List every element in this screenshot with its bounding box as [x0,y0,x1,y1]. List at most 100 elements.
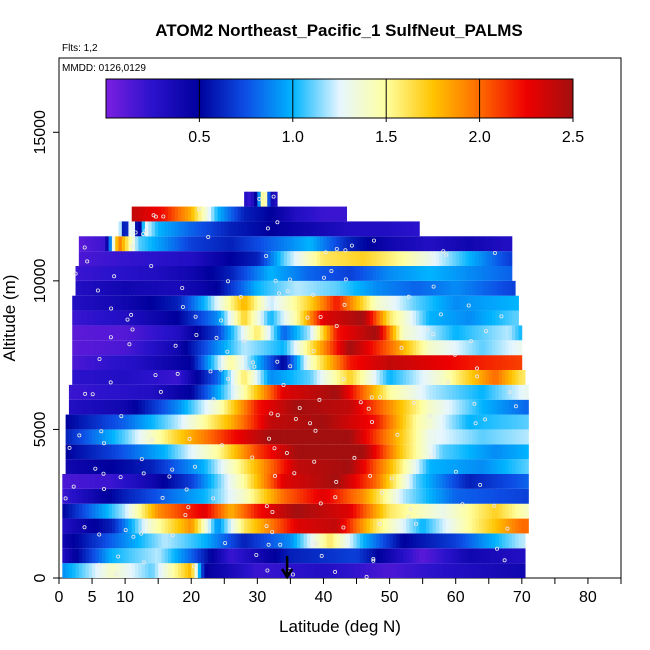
heatmap-cell [409,563,414,578]
heatmap-cell [402,370,407,385]
heatmap-cell [343,399,348,415]
heatmap-cell [197,280,202,296]
heatmap-cell [178,370,182,385]
heatmap-cell [459,295,463,311]
heatmap-cell [178,280,182,296]
heatmap-cell [230,548,235,564]
heatmap-cell [220,280,225,296]
heatmap-cell [363,310,367,326]
heatmap-cell [303,370,308,385]
heatmap-cell [422,310,427,326]
heatmap-cell [333,295,338,311]
heatmap-cell [521,488,526,504]
sample-point [116,554,121,559]
heatmap-cell [148,444,152,460]
sample-point [318,501,323,506]
heatmap-cell [178,414,182,430]
heatmap-cell [382,548,387,564]
heatmap-cell [488,310,493,326]
heatmap-cell [211,355,215,370]
heatmap-cell [323,459,328,474]
heatmap-cell [234,221,238,237]
heatmap-cell [214,503,219,519]
heatmap-cell [270,474,275,489]
heatmap-cell [144,533,149,549]
heatmap-cell [154,563,159,578]
sample-point [334,479,339,484]
heatmap-cell [230,295,235,311]
heatmap-cell [95,280,100,296]
heatmap-cell [465,459,470,474]
heatmap-cell [164,474,169,489]
heatmap-cell [343,280,348,296]
heatmap-cell [75,295,80,311]
heatmap-cell [505,384,509,400]
heatmap-cell [230,384,235,400]
heatmap-cell [250,191,255,207]
heatmap-cell [197,459,202,474]
sample-point [83,391,88,396]
heatmap-cell [343,444,348,460]
heatmap-cell [475,310,480,326]
heatmap-cell [273,236,278,252]
heatmap-cell [237,310,242,326]
heatmap-cell [449,340,453,356]
heatmap-cell [263,340,268,356]
sample-point [441,249,446,254]
heatmap-cell [416,563,420,578]
heatmap-cell [511,340,516,356]
heatmap-cell [88,280,93,296]
heatmap-cell [135,340,139,356]
heatmap-cell [320,503,324,519]
heatmap-cell [115,488,119,504]
heatmap-cell [449,488,453,504]
heatmap-cell [323,384,328,400]
sample-point [313,541,318,546]
heatmap-cell [287,384,291,400]
sample-point [184,487,189,492]
heatmap-cell [488,429,493,445]
heatmap-cell [392,488,397,504]
heatmap-cell [287,206,291,222]
heatmap-cell [128,548,133,564]
heatmap-cell [227,444,232,460]
heatmap-cell [485,503,490,519]
heatmap-cell [148,414,152,430]
heatmap-cell [310,340,314,356]
heatmap-cell [346,370,351,385]
heatmap-cell [373,399,377,415]
heatmap-cell [138,429,143,445]
heatmap-cell [171,384,176,400]
heatmap-cell [336,266,341,281]
heatmap-cell [257,429,262,445]
heatmap-cell [455,459,460,474]
heatmap-cell [121,310,126,326]
heatmap-cell [492,280,496,296]
heatmap-cell [161,503,166,519]
heatmap-cell [478,533,483,549]
sample-point [275,413,280,418]
heatmap-cell [472,533,476,549]
heatmap-cell [270,459,275,474]
heatmap-cell [392,266,397,281]
heatmap-cell [230,370,235,385]
heatmap-cell [217,518,222,534]
heatmap-cell [330,370,334,385]
heatmap-cell [154,488,159,504]
heatmap-cell [356,280,361,296]
heatmap-cell [148,429,152,445]
heatmap-cell [326,503,331,519]
heatmap-cell [369,563,374,578]
heatmap-cell [419,325,424,341]
heatmap-layer [62,191,529,578]
heatmap-cell [429,355,433,370]
heatmap-cell [138,310,143,326]
sample-point [271,194,276,199]
heatmap-cell [409,518,414,534]
heatmap-cell [435,563,440,578]
heatmap-cell [240,370,245,385]
heatmap-cell [287,266,291,281]
heatmap-cell [501,310,506,326]
heatmap-cell [161,399,166,415]
heatmap-cell [207,533,212,549]
